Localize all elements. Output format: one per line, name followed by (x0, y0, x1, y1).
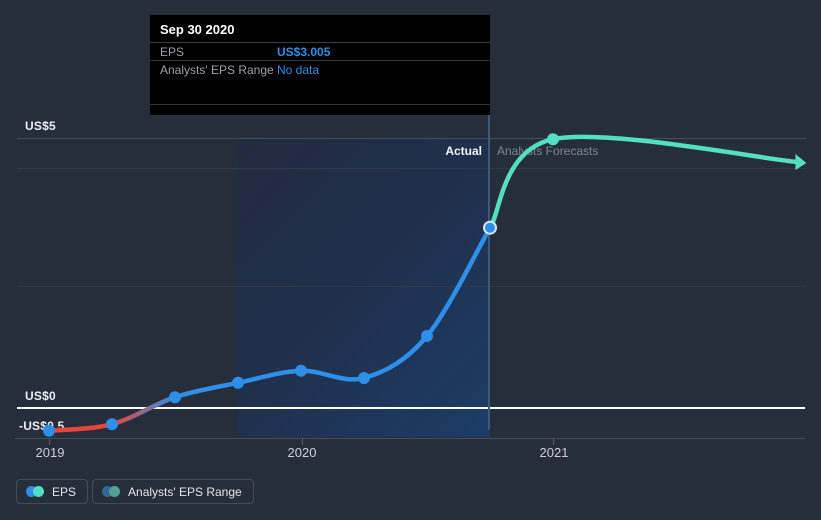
legend-item-eps[interactable]: EPS (16, 479, 89, 504)
forecast-arrowhead-icon (795, 154, 807, 170)
tooltip-footer-divider (150, 104, 490, 105)
eps-data-point[interactable] (421, 330, 433, 342)
tooltip: Sep 30 2020 EPS US$3.005 Analysts' EPS R… (150, 15, 490, 115)
tooltip-eps-value: US$3.005 (277, 44, 331, 59)
eps-data-point[interactable] (232, 376, 244, 389)
tooltip-range-row: Analysts' EPS Range No data (150, 61, 490, 78)
eps-data-point[interactable] (358, 372, 370, 384)
legend-item-analysts-eps-range[interactable]: Analysts' EPS Range (92, 479, 254, 504)
legend: EPS Analysts' EPS Range (16, 479, 254, 504)
x-axis-label-2020: 2020 (287, 445, 317, 460)
eps-data-point[interactable] (295, 364, 307, 377)
eps-data-point[interactable] (106, 418, 118, 431)
actual-forecast-divider (488, 110, 490, 430)
actual-section-label: Actual (445, 144, 482, 158)
x-axis-label-2019: 2019 (35, 445, 65, 460)
tooltip-date-title: Sep 30 2020 (150, 15, 490, 43)
tooltip-eps-row: EPS US$3.005 (150, 43, 490, 61)
analysts-eps-range-series-icon (102, 486, 121, 497)
eps-data-point[interactable] (43, 424, 55, 437)
x-axis-line (15, 438, 805, 439)
y-axis-label-us5: US$5 (25, 119, 56, 133)
y-axis-label-us0: US$0 (25, 389, 56, 403)
eps-actual-line (46, 225, 493, 434)
x-tick-2020 (302, 439, 303, 445)
gridline-us5 (17, 138, 806, 139)
gridline-us2 (17, 286, 806, 287)
eps-data-point-selected[interactable] (483, 220, 497, 235)
tooltip-range-label: Analysts' EPS Range (160, 62, 274, 77)
legend-item-analysts-eps-range-label: Analysts' EPS Range (128, 484, 242, 499)
tooltip-eps-label: EPS (160, 44, 185, 59)
x-tick-2019 (49, 439, 50, 445)
eps-forecast-line (487, 134, 800, 230)
x-tick-2021 (553, 439, 554, 445)
gridline-us0-zero (17, 407, 805, 409)
eps-data-point[interactable] (169, 391, 181, 404)
forecast-data-point[interactable] (547, 133, 559, 146)
tooltip-range-value: No data (277, 62, 320, 77)
x-axis-label-2021: 2021 (539, 445, 569, 460)
gridline-us4 (17, 168, 806, 169)
eps-series-icon (26, 486, 44, 497)
legend-item-eps-label: EPS (52, 484, 77, 499)
past-year-highlight-band (237, 138, 490, 437)
